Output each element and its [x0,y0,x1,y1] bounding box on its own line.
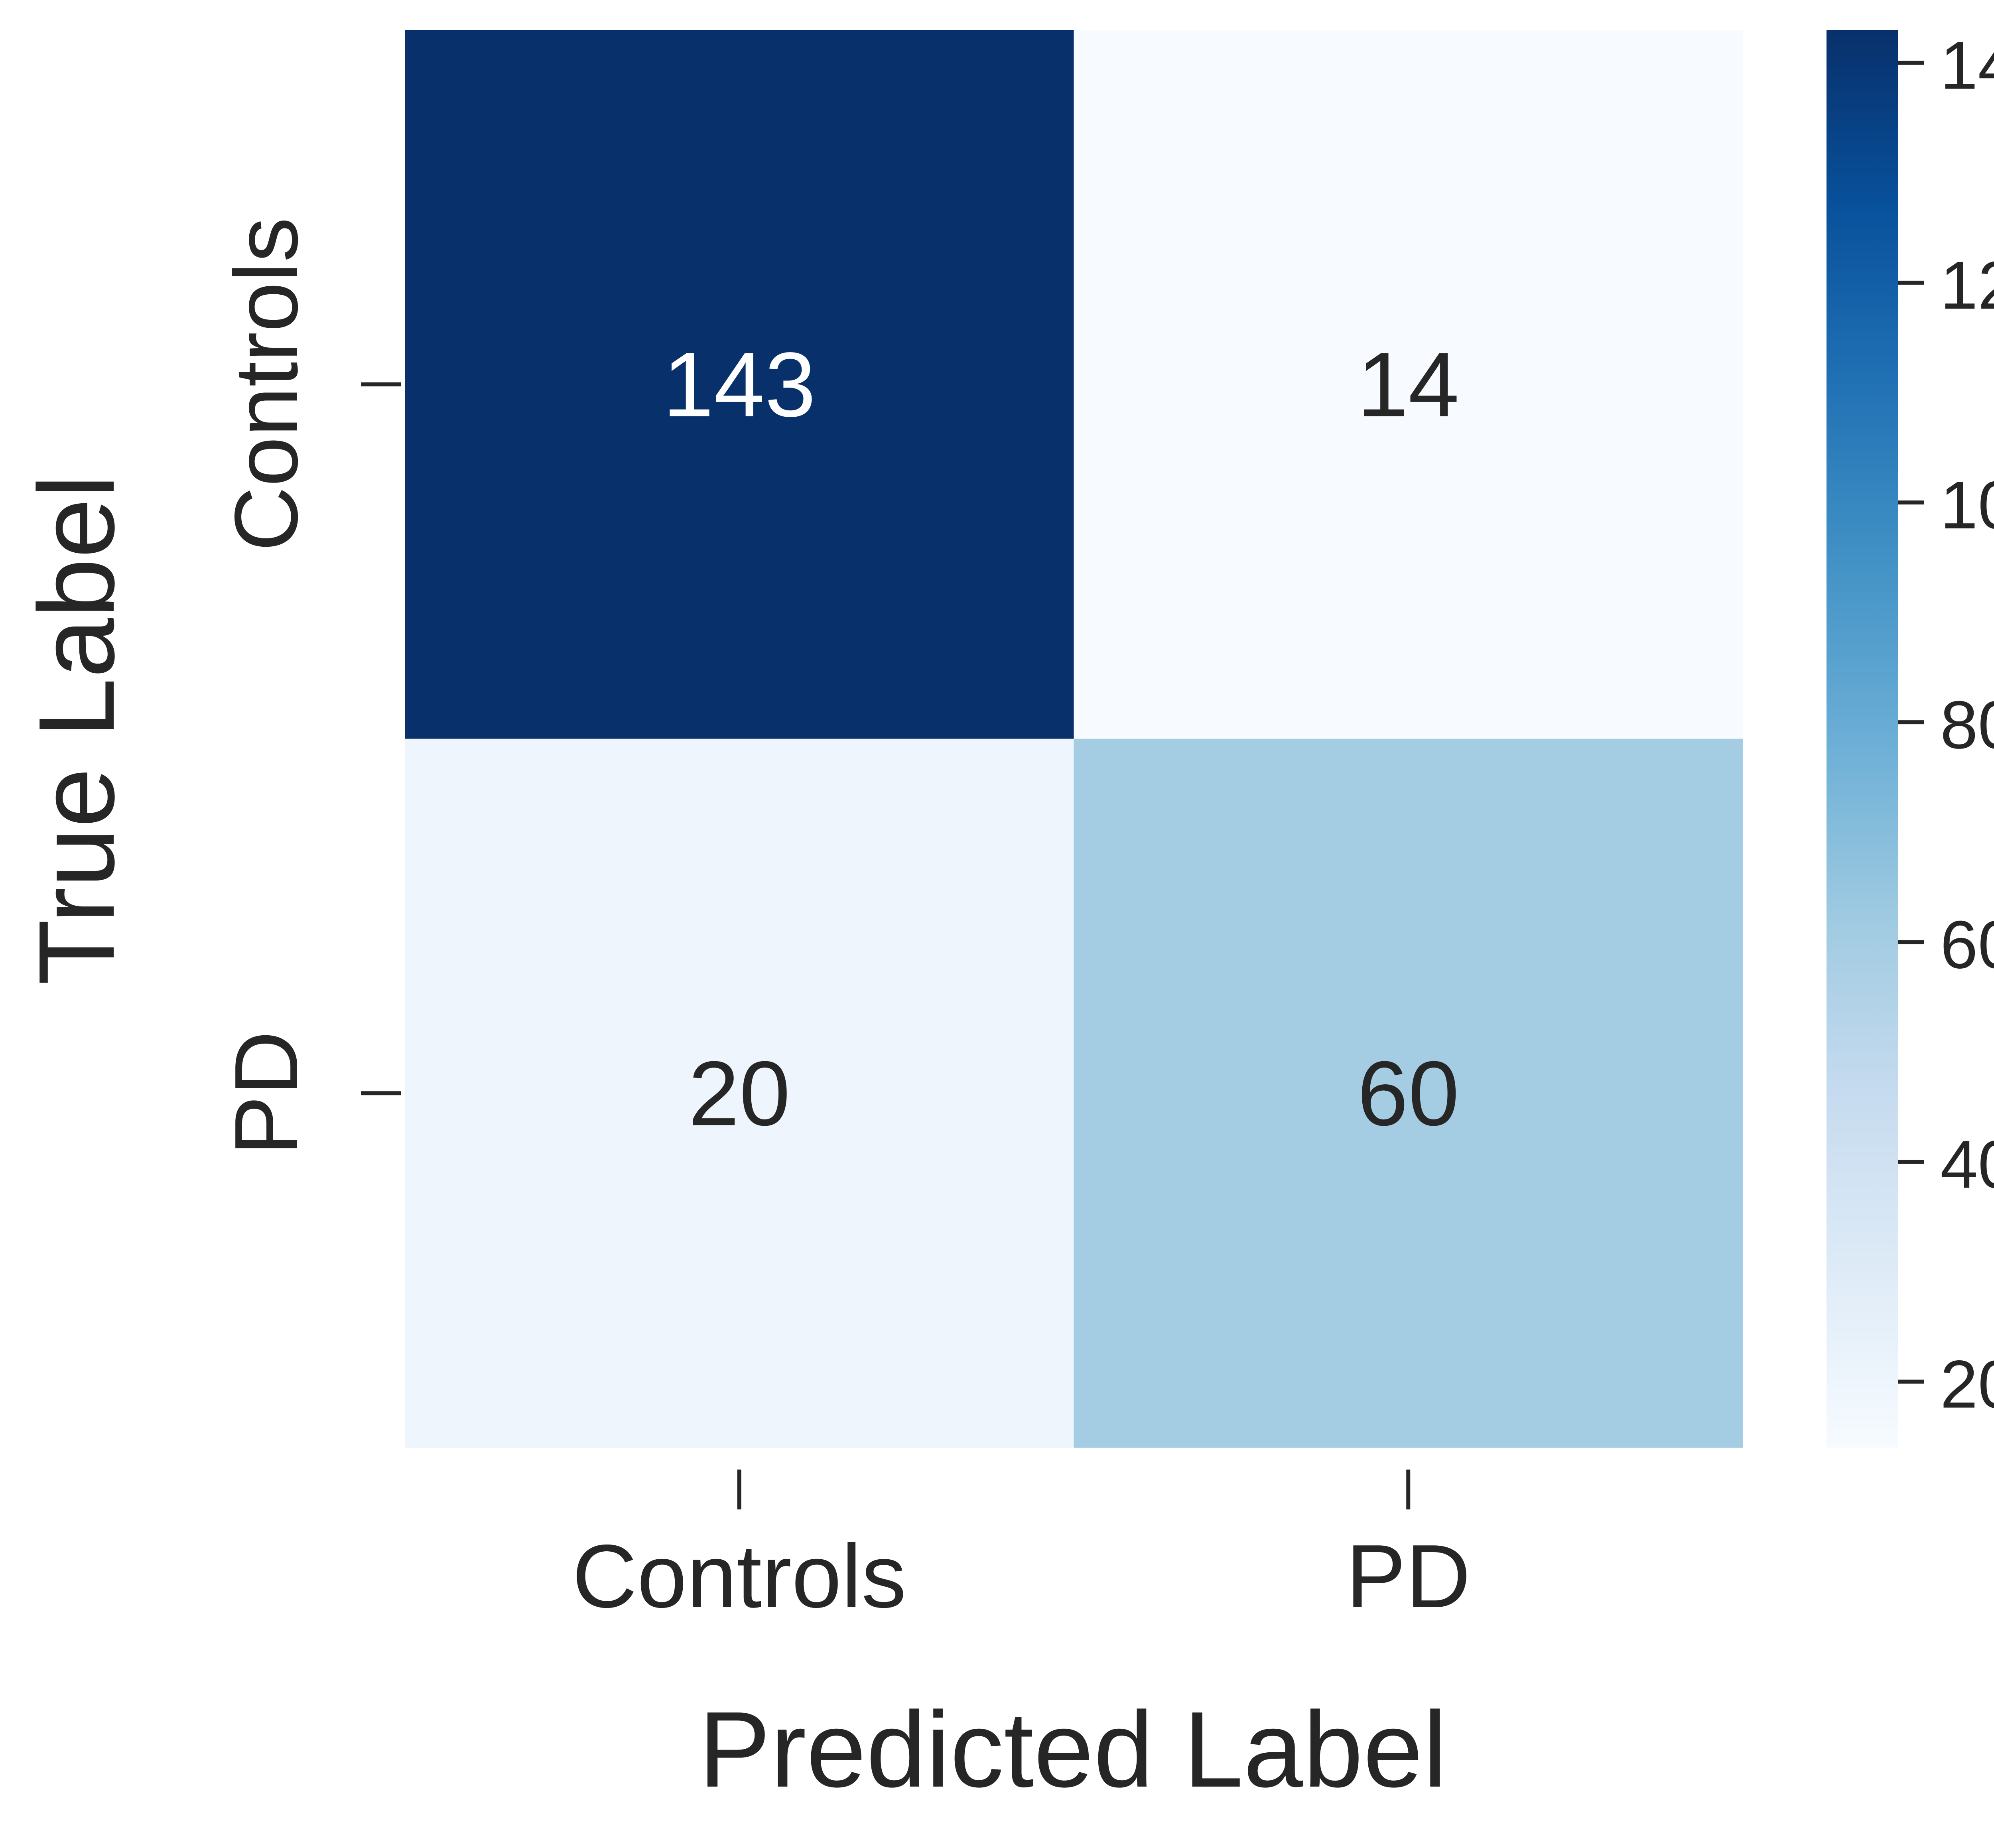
cell-value-label: 60 [1357,1042,1459,1145]
cell-value-label: 14 [1357,333,1459,436]
x-axis-title: Predicted Label [699,1690,1447,1810]
heatmap-cell [405,739,1074,1448]
cell-value-label: 143 [663,333,816,436]
heatmap-cell [1074,739,1743,1448]
x-axis-ticks: Controls PD [572,1470,1471,1626]
colorbar-tick-label: 140 [1940,28,1994,104]
colorbar-ticks: 20 40 60 80 100 120 140 [1898,28,1994,1422]
colorbar-tick-label: 20 [1940,1347,1994,1422]
colorbar-tick-label: 60 [1940,907,1994,983]
y-tick-label: Controls [216,217,316,552]
y-tick-label: PD [216,1031,316,1156]
heatmap-cell [405,30,1074,739]
heatmap-cell [1074,30,1743,739]
colorbar-tick-label: 80 [1940,687,1994,763]
y-axis-ticks: Controls PD [216,217,401,1156]
colorbar-tick-label: 100 [1940,467,1994,543]
x-tick-label: Controls [572,1526,906,1626]
heatmap-cell-labels: 143 14 20 60 [663,333,1459,1145]
heatmap-cells [405,30,1743,1448]
colorbar-tick-label: 40 [1940,1127,1994,1202]
y-axis-title: True Label [17,475,137,985]
colorbar [1827,30,1898,1448]
cell-value-label: 20 [688,1042,790,1145]
x-tick-label: PD [1346,1526,1471,1626]
colorbar-tick-label: 120 [1940,248,1994,323]
